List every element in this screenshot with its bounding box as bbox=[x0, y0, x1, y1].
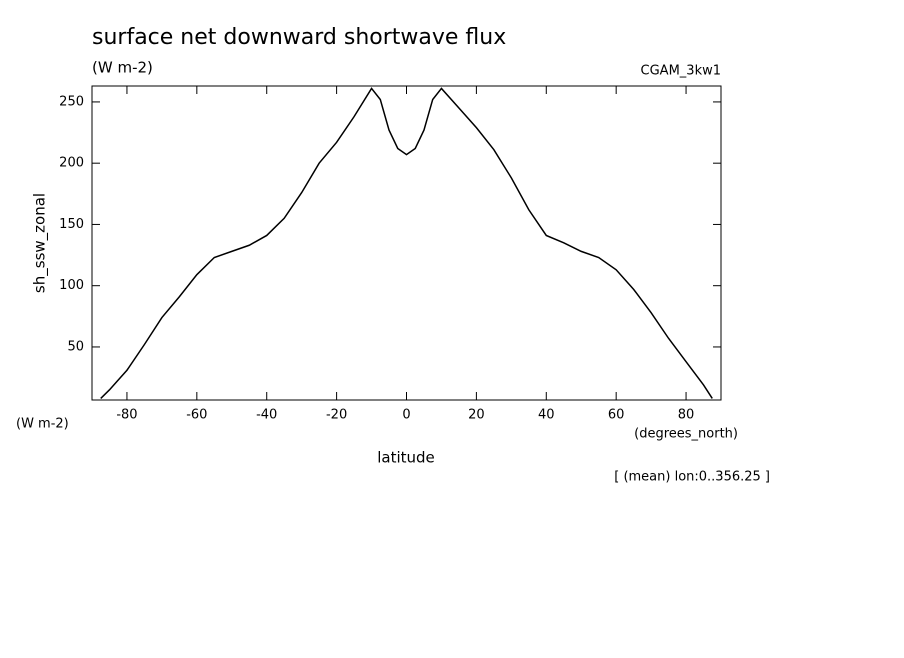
x-tick-label: -40 bbox=[256, 408, 277, 423]
plot-frame bbox=[91, 85, 722, 401]
x-tick-label: 40 bbox=[538, 408, 555, 423]
dataset-label: CGAM_3kw1 bbox=[641, 64, 721, 79]
x-axis-label: latitude bbox=[377, 449, 435, 467]
x-tick-label: 80 bbox=[678, 408, 695, 423]
y-tick-label: 150 bbox=[59, 217, 84, 232]
y-tick-label: 200 bbox=[59, 156, 84, 171]
x-tick-label: -80 bbox=[116, 408, 137, 423]
x-tick-label: -20 bbox=[326, 408, 347, 423]
y-units: (W m-2) bbox=[16, 417, 69, 432]
x-tick-label: 0 bbox=[402, 408, 410, 423]
note: [ (mean) lon:0..356.25 ] bbox=[614, 470, 770, 485]
chart-subtitle: (W m-2) bbox=[92, 59, 153, 77]
x-units: (degrees_north) bbox=[634, 427, 738, 442]
y-tick-label: 100 bbox=[59, 278, 84, 293]
x-tick-label: 20 bbox=[468, 408, 485, 423]
x-tick-label: -60 bbox=[186, 408, 207, 423]
y-axis-label: sh_ssw_zonal bbox=[31, 193, 50, 293]
y-tick-label: 250 bbox=[59, 94, 84, 109]
x-tick-label: 60 bbox=[608, 408, 625, 423]
chart-title: surface net downward shortwave flux bbox=[92, 25, 506, 50]
data-line bbox=[100, 87, 713, 399]
y-tick-label: 50 bbox=[67, 339, 84, 354]
